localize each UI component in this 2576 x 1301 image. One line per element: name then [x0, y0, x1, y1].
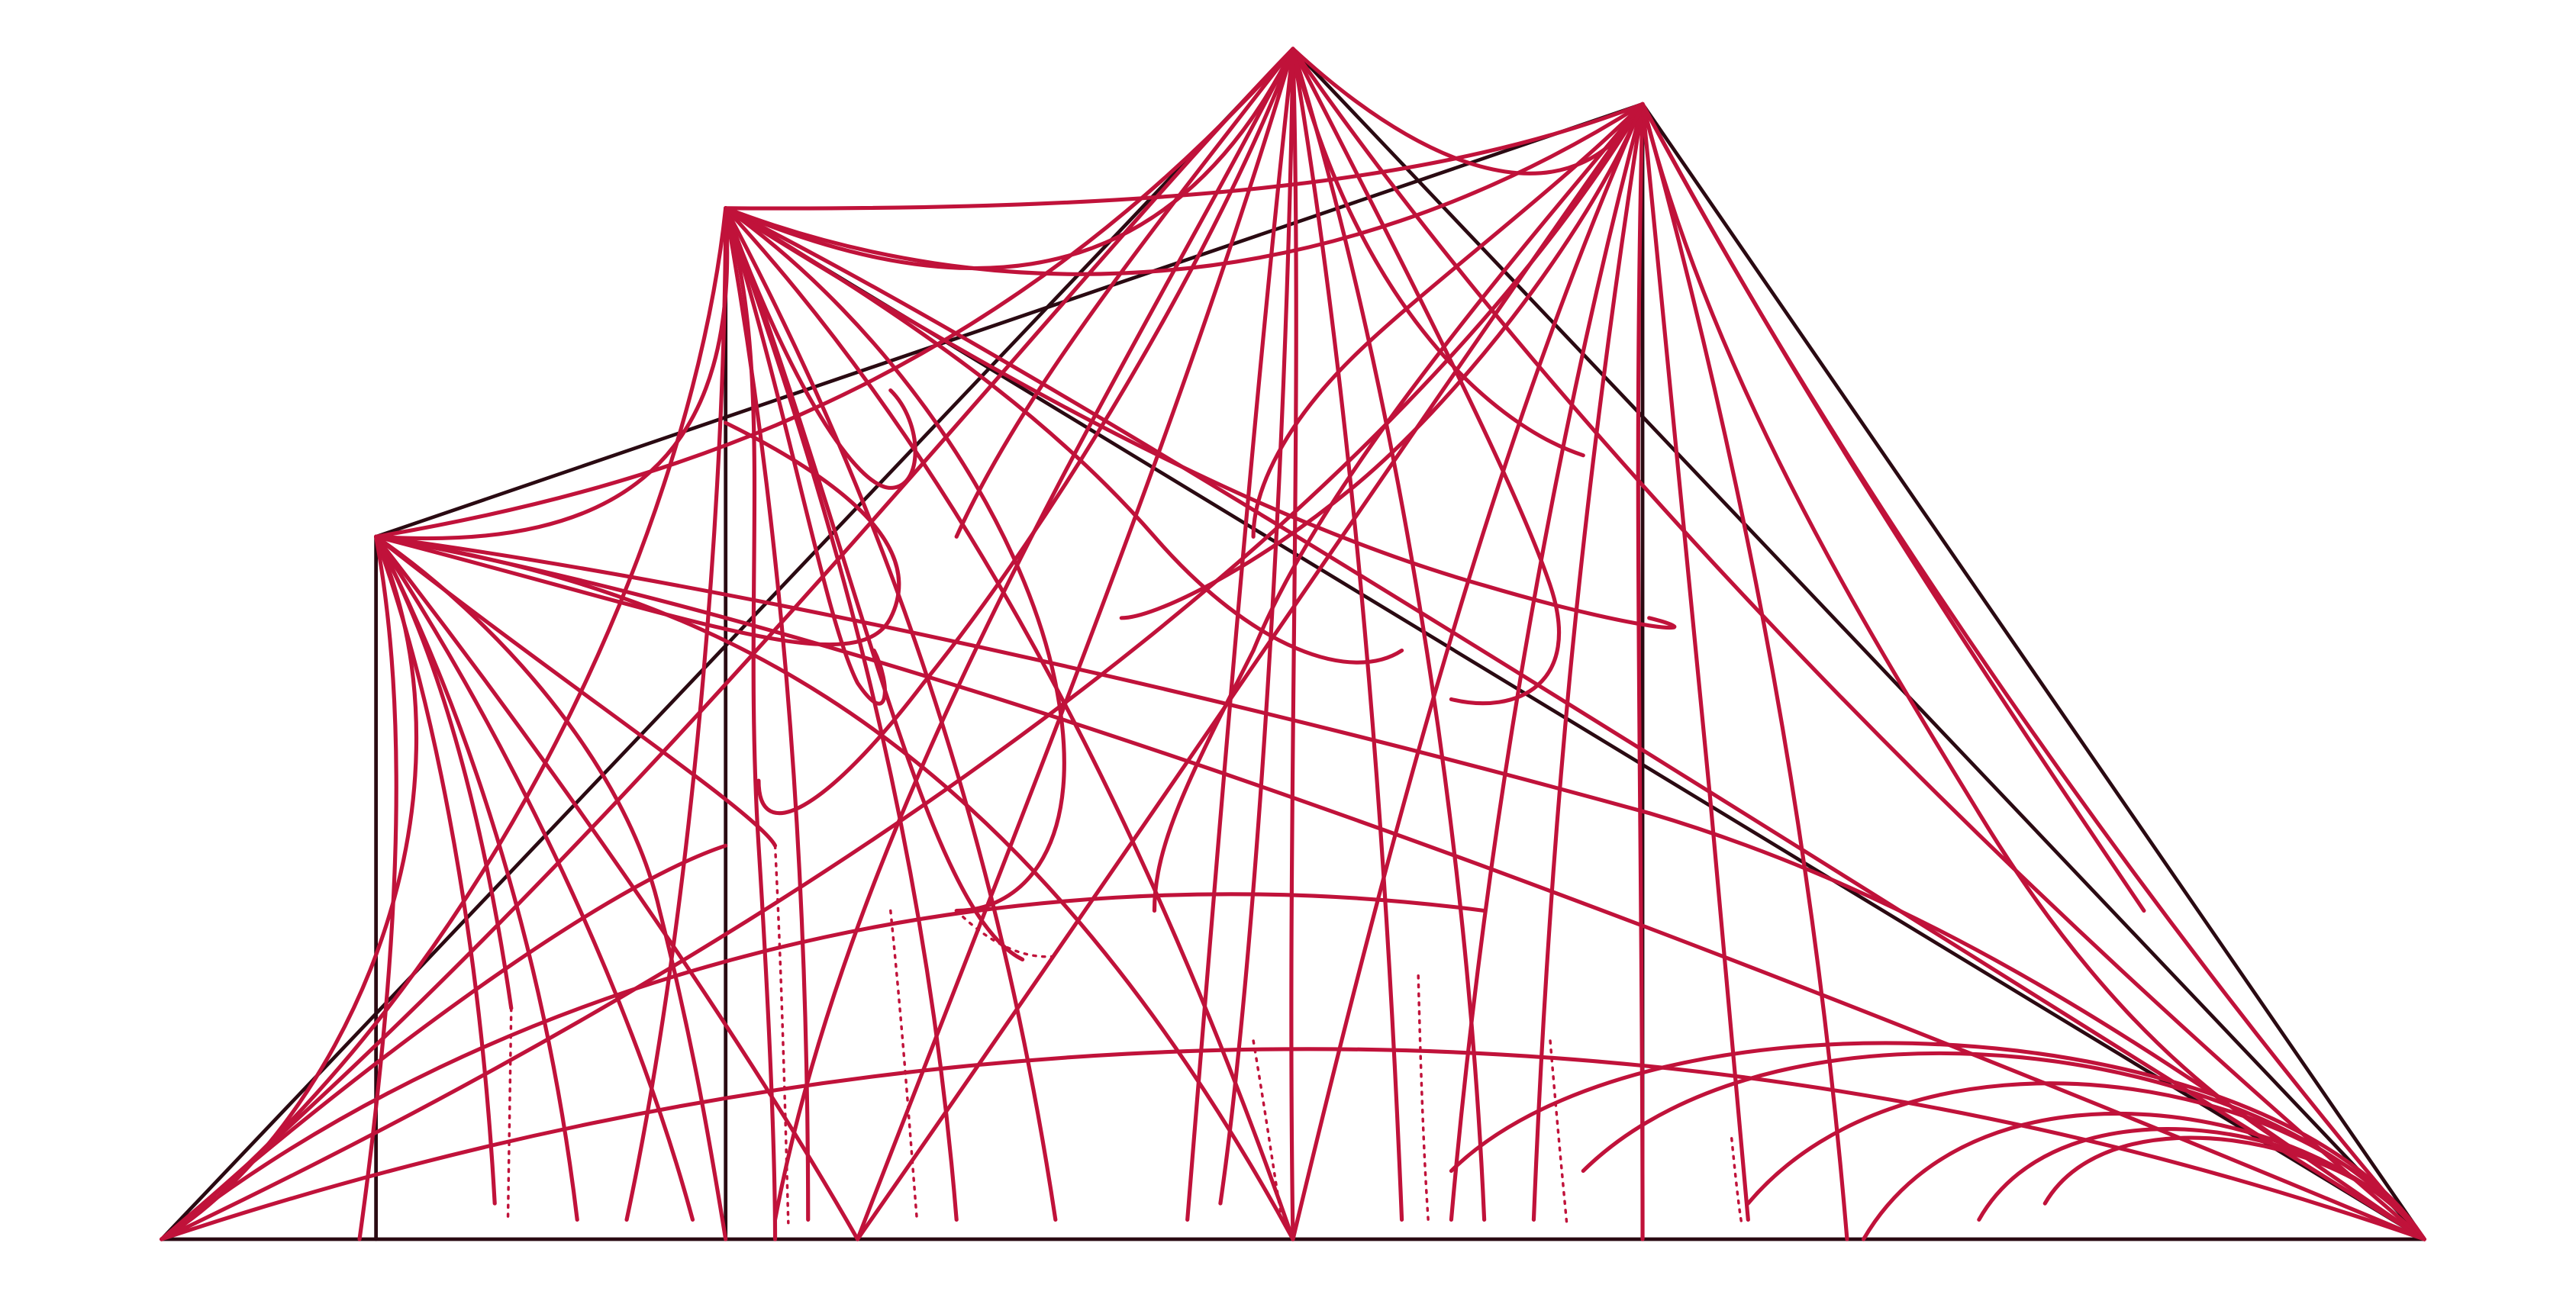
curve-strand	[1730, 1137, 1743, 1225]
curve-strand	[724, 206, 1058, 1222]
curve-strand	[1291, 101, 1645, 1241]
curve-strand	[1861, 1112, 2426, 1241]
curve-strand	[374, 534, 728, 1241]
curve-strand	[1746, 1081, 2426, 1241]
curve-strand	[724, 206, 1677, 630]
dotted-tails	[506, 844, 1743, 1225]
curve-strand	[1152, 101, 1645, 913]
curve-strand	[724, 206, 811, 1222]
curve-strand	[773, 844, 790, 1225]
curve-strand	[855, 101, 1645, 1241]
curve-strand	[374, 534, 2426, 1241]
curve-strand	[1289, 47, 1298, 1241]
frame-line-second-diagonal	[724, 206, 2426, 1241]
curve-strand	[1291, 47, 1562, 706]
curve-strand	[1252, 1039, 1285, 1225]
curve-strand	[855, 47, 1295, 1241]
curve-strand	[1291, 47, 1585, 458]
curve-strand	[160, 47, 1295, 1241]
curve-strand	[374, 534, 2426, 1241]
curve-strand	[160, 843, 728, 1241]
curve-strand	[160, 101, 1645, 1241]
curve-strand	[1291, 47, 1487, 1222]
curve-strand	[2042, 1135, 2426, 1241]
curve-strand	[724, 206, 778, 1241]
curve-strand	[724, 206, 2426, 1241]
curve-strand	[724, 47, 1295, 271]
curve-strand	[1640, 101, 2278, 1141]
curve-strand	[1291, 47, 2426, 1241]
curve-strand	[1581, 1051, 2426, 1241]
curve-strand	[374, 534, 695, 1222]
curve-strand	[1291, 47, 1404, 1222]
curve-strand	[724, 101, 1645, 211]
curve-strand	[160, 1047, 2426, 1241]
curve-strand	[1251, 101, 1645, 539]
curve-strand	[374, 206, 730, 541]
curve-strand	[756, 47, 1295, 816]
curve-strand	[160, 892, 1487, 1241]
frame-line-main-right-slope	[1291, 47, 2426, 1241]
curve-strands	[160, 47, 2426, 1241]
curve-strand	[624, 206, 728, 1222]
curve-strand	[724, 206, 959, 1222]
curve-strand	[1640, 101, 2146, 913]
curve-strand	[160, 206, 728, 1241]
frame-line-right-peak-slope	[1640, 102, 2426, 1241]
curve-strand	[1636, 101, 1645, 1241]
curve-strand	[1185, 47, 1295, 1222]
curve-strand	[954, 47, 1295, 539]
curve-strand	[1449, 1041, 2426, 1241]
curve-strand	[160, 534, 419, 1241]
curve-strand	[1218, 47, 1295, 1206]
curve-strand	[506, 1006, 513, 1222]
curve-strand	[357, 534, 398, 1241]
curve-strand	[1640, 101, 1849, 1241]
curve-strand	[724, 101, 1645, 276]
curve-strand	[724, 206, 917, 490]
curve-strand	[772, 47, 1295, 1222]
curve-strand	[724, 206, 1295, 1241]
frame-line-main-left-slope	[160, 47, 1295, 1241]
curve-strand	[724, 206, 1066, 913]
frame-line-left-peak-roof	[374, 102, 1645, 539]
curve-strand	[1119, 101, 1645, 620]
curve-strand	[374, 420, 901, 647]
curve-strand	[1417, 974, 1430, 1222]
curve-strand	[1549, 1039, 1568, 1225]
curve-strand	[955, 909, 1057, 958]
curve-strand	[1531, 101, 1645, 1222]
curve-strand	[889, 909, 919, 1222]
curve-strand	[374, 534, 514, 1010]
curve-strand	[374, 47, 1295, 539]
